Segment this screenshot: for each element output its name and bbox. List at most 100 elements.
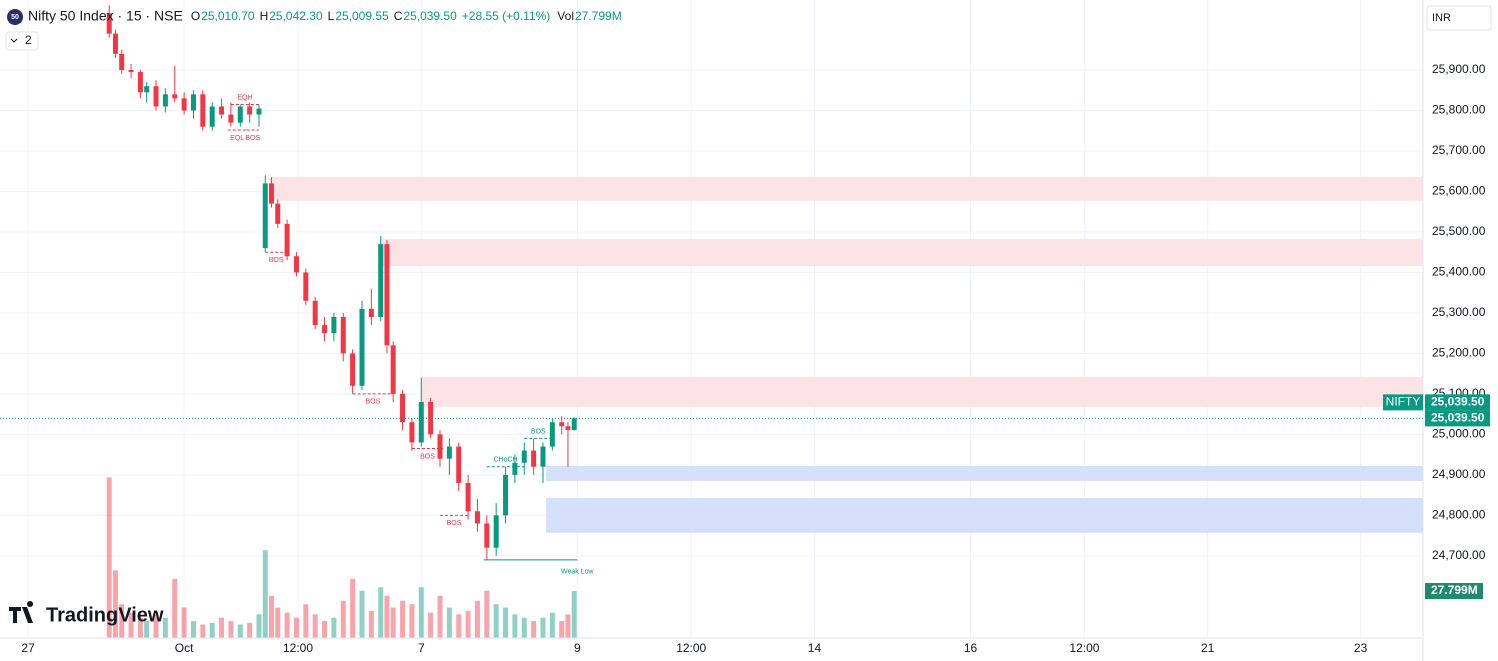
- volume-bar: [262, 550, 268, 638]
- candle-body: [540, 446, 546, 467]
- volume-bar: [209, 622, 215, 638]
- candle: [209, 102, 215, 131]
- volume-layer: [106, 477, 577, 638]
- candle-body: [137, 72, 143, 93]
- candle-body: [219, 106, 225, 115]
- candle-body: [303, 272, 309, 301]
- x-tick-label: 12:00: [676, 641, 706, 655]
- candle-body: [190, 94, 196, 111]
- x-tick-label: 21: [1201, 641, 1215, 655]
- ohlc-key: L: [328, 9, 335, 23]
- candle: [172, 65, 178, 103]
- y-tick-label: 25,300.00: [1432, 305, 1486, 319]
- candle-body: [247, 106, 253, 115]
- candles-layer: [106, 5, 577, 560]
- volume-bar: [256, 614, 262, 638]
- candle-body: [418, 401, 424, 443]
- candle-body: [153, 86, 159, 107]
- candle-body: [384, 244, 390, 346]
- candle-body: [390, 345, 396, 394]
- volume-bar: [303, 604, 309, 638]
- y-tick-label: 24,700.00: [1432, 548, 1486, 562]
- candle-body: [112, 33, 118, 54]
- volume-bar: [237, 624, 243, 638]
- candle-body: [119, 53, 125, 71]
- candle-body: [275, 203, 281, 224]
- candle-body: [262, 183, 268, 249]
- x-tick-label: 16: [964, 641, 978, 655]
- candle-body: [446, 446, 452, 459]
- ohlc-key: C: [394, 9, 403, 23]
- axes: 24,700.0024,800.0024,900.0025,000.0025,1…: [0, 62, 1490, 655]
- volume-bar: [312, 614, 318, 638]
- candle-body: [565, 426, 571, 430]
- volume-bar: [428, 612, 434, 638]
- candle-body: [378, 244, 384, 317]
- y-tick-label: 24,900.00: [1432, 467, 1486, 481]
- candle: [378, 236, 384, 322]
- candle-body: [144, 86, 150, 93]
- candle: [137, 70, 143, 99]
- volume-bar: [172, 578, 178, 638]
- candle-body: [474, 511, 480, 524]
- x-tick-label: 12:00: [283, 641, 313, 655]
- volume-bar: [531, 621, 537, 638]
- volume-key: Vol: [557, 9, 574, 23]
- candle-body: [559, 422, 565, 427]
- candle-body: [209, 106, 215, 127]
- price-tag: 25,039.50: [1431, 395, 1485, 409]
- volume-bar: [284, 612, 290, 638]
- candle-body: [340, 316, 346, 354]
- candle: [322, 316, 328, 342]
- volume-tag-bg: [1425, 583, 1483, 600]
- ohlc-value: 25,042.30: [269, 9, 323, 23]
- volume-bar: [390, 607, 396, 638]
- volume-bar: [331, 617, 337, 638]
- volume-bar: [137, 617, 143, 638]
- indicators-toggle[interactable]: [5, 31, 39, 51]
- volume-bar: [119, 604, 125, 638]
- volume-bar: [181, 607, 187, 638]
- volume-value: 27.799M: [575, 9, 622, 23]
- price-tag: 25,039.50: [1431, 411, 1485, 425]
- structure-label: BOS: [366, 399, 381, 406]
- candle-body: [106, 13, 112, 34]
- candle: [106, 5, 112, 38]
- volume-bar: [128, 612, 134, 638]
- ohlc-value: 25,010.70: [201, 9, 255, 23]
- candle: [390, 341, 396, 402]
- candle: [200, 90, 206, 131]
- candle: [340, 312, 346, 362]
- structure-label: BOS: [269, 257, 284, 264]
- candle: [437, 430, 443, 467]
- x-tick-label: 14: [808, 641, 822, 655]
- volume-bar: [400, 600, 406, 638]
- candle-body: [484, 523, 490, 548]
- structure-label: BOS: [447, 520, 462, 527]
- volume-bar: [106, 477, 112, 638]
- candle: [247, 102, 253, 123]
- volume-bar: [503, 607, 509, 638]
- candle-body: [465, 482, 471, 512]
- symbol-title: Nifty 50 Index · 15 · NSE: [28, 8, 183, 24]
- volume-bar: [521, 617, 527, 638]
- candle-body: [437, 434, 443, 459]
- candle-body: [128, 70, 134, 73]
- ohlc-key: H: [260, 9, 269, 23]
- candle-body: [368, 308, 374, 317]
- volume-bar: [359, 590, 365, 638]
- candle-body: [331, 316, 337, 334]
- symbol-logo: [7, 9, 23, 25]
- y-tick-label: 25,500.00: [1432, 224, 1486, 238]
- currency-button[interactable]: [1426, 5, 1492, 31]
- candle: [484, 515, 490, 560]
- candle: [312, 296, 318, 330]
- candle-body: [428, 401, 434, 435]
- candle-body: [172, 94, 178, 99]
- candle: [359, 300, 365, 390]
- volume-bar: [153, 614, 159, 638]
- volume-bar: [322, 621, 328, 638]
